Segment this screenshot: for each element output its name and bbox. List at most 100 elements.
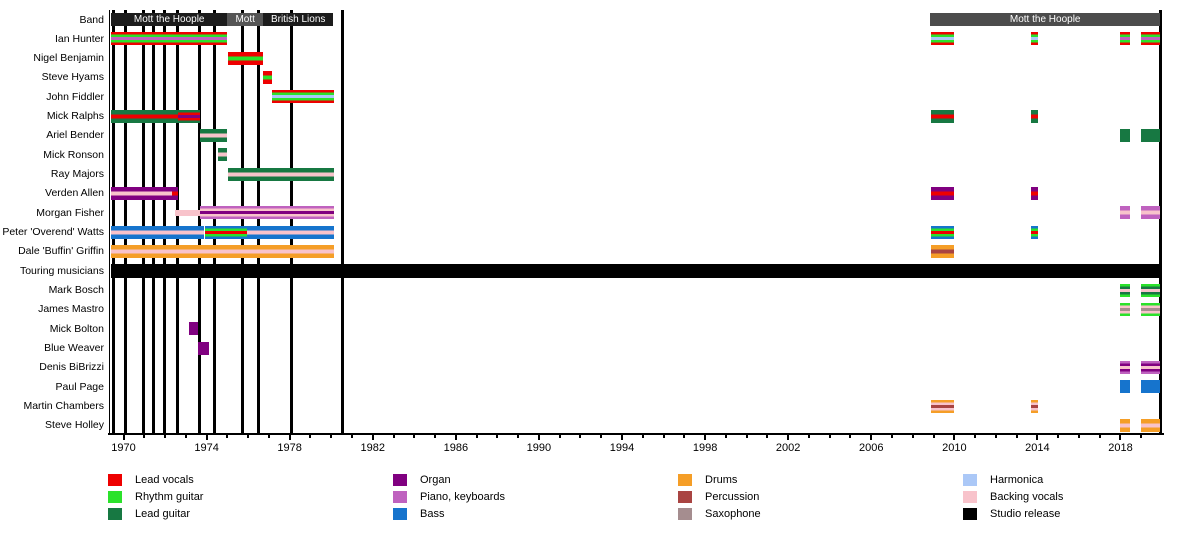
member-bar [1141,129,1160,143]
x-axis-minor-tick [1057,435,1060,438]
member-bar [218,148,228,162]
member-bar [1141,360,1160,374]
legend-label: Backing vocals [990,491,1064,503]
x-axis-minor-tick [1140,435,1143,438]
studio-release-line [124,10,128,433]
x-axis-minor-tick [475,435,478,438]
x-axis-tick-label: 1986 [443,442,469,454]
x-axis-major-tick [1119,435,1122,440]
legend-label: Piano, keyboards [420,491,505,503]
x-axis-tick-label: 1990 [526,442,552,454]
x-axis-minor-tick [662,435,665,438]
member-bar [263,71,272,85]
row-label: Verden Allen [45,187,104,200]
member-bar [111,263,1160,278]
x-axis-minor-tick [891,435,894,438]
x-axis-minor-tick [247,435,250,438]
member-bar [1120,283,1130,297]
x-axis-tick-label: 1974 [194,442,219,454]
member-bar [1031,109,1039,123]
legend-swatch-studio_release [963,508,977,520]
studio-release-line [162,10,166,433]
x-axis-minor-tick [164,435,167,438]
x-axis-major-tick [537,435,540,440]
member-bar [111,225,205,239]
member-bar [272,90,335,104]
row-label: Martin Chambers [23,399,104,412]
x-axis-minor-tick [579,435,582,438]
member-bar [1120,418,1130,432]
x-axis-minor-tick [309,435,312,438]
x-axis-minor-tick [849,435,852,438]
x-axis-minor-tick [267,435,270,438]
band-segment-label: Mott [227,13,264,27]
studio-release-line [197,10,201,433]
member-bar [1031,32,1039,46]
member-bar [1120,380,1130,394]
legend-label: Bass [420,508,445,520]
legend-swatch-saxophone [678,508,692,520]
band-segment-label: Mott the Hoople [930,13,1160,27]
x-axis-major-tick [704,435,707,440]
member-bar [931,109,955,123]
row-label: Ariel Bender [46,129,104,142]
member-bar [111,187,172,201]
x-axis-minor-tick [496,435,499,438]
x-axis-minor-tick [434,435,437,438]
plot-border-right [1159,10,1162,433]
row-label: Dale 'Buffin' Griffin [18,245,104,258]
row-label: Mark Bosch [48,283,104,296]
x-axis-minor-tick [932,435,935,438]
member-bar [1141,206,1160,220]
x-axis-minor-tick [994,435,997,438]
legend-label: Studio release [990,508,1061,520]
row-label: Mick Ralphs [46,110,104,123]
x-axis-major-tick [371,435,374,440]
x-axis-major-tick [288,435,291,440]
band-segment-label: British Lions [263,13,334,27]
studio-release-line [257,10,260,433]
x-axis-minor-tick [1077,435,1080,438]
legend-label: Rhythm guitar [135,491,204,503]
member-bar [931,245,955,258]
row-label: Touring musicians [19,264,104,277]
x-axis-tick-label: 1982 [360,442,385,454]
legend-label: Harmonica [990,474,1044,486]
member-bar [177,109,200,123]
member-bar [171,187,178,201]
row-label: Nigel Benjamin [33,52,104,65]
x-axis-tick-label: 2010 [942,442,967,454]
x-axis-tick-label: 2014 [1025,442,1050,454]
x-axis-minor-tick [350,435,353,438]
row-label: Ian Hunter [54,32,104,45]
studio-release-line [213,10,217,433]
member-bar [931,399,955,413]
x-axis-minor-tick [392,435,395,438]
legend-swatch-lead_guitar [108,508,122,520]
x-axis-tick-label: 1994 [609,442,635,454]
legend-swatch-bass [393,508,407,520]
studio-release-line [341,10,345,433]
studio-release-line [290,10,294,433]
member-bar [204,225,248,239]
x-axis-major-tick [122,435,125,440]
x-axis-minor-tick [558,435,561,438]
x-axis-minor-tick [683,435,686,438]
row-label: Peter 'Overend' Watts [2,226,104,239]
member-bar [227,167,335,181]
member-bar [1141,283,1160,297]
x-axis-tick-label: 2002 [775,442,801,454]
member-bar [111,109,178,123]
x-axis-major-tick [870,435,873,440]
x-axis-major-tick [205,435,208,440]
studio-release-line [141,10,145,433]
legend-swatch-drums [678,474,692,486]
member-bar [175,209,200,216]
row-label: Steve Holley [45,419,104,432]
x-axis-tick-label: 2018 [1108,442,1133,454]
legend-swatch-rhythm_guitar [108,491,122,503]
row-label: Ray Majors [50,168,104,181]
member-bar [1120,302,1130,316]
legend-label: Lead vocals [135,474,194,486]
